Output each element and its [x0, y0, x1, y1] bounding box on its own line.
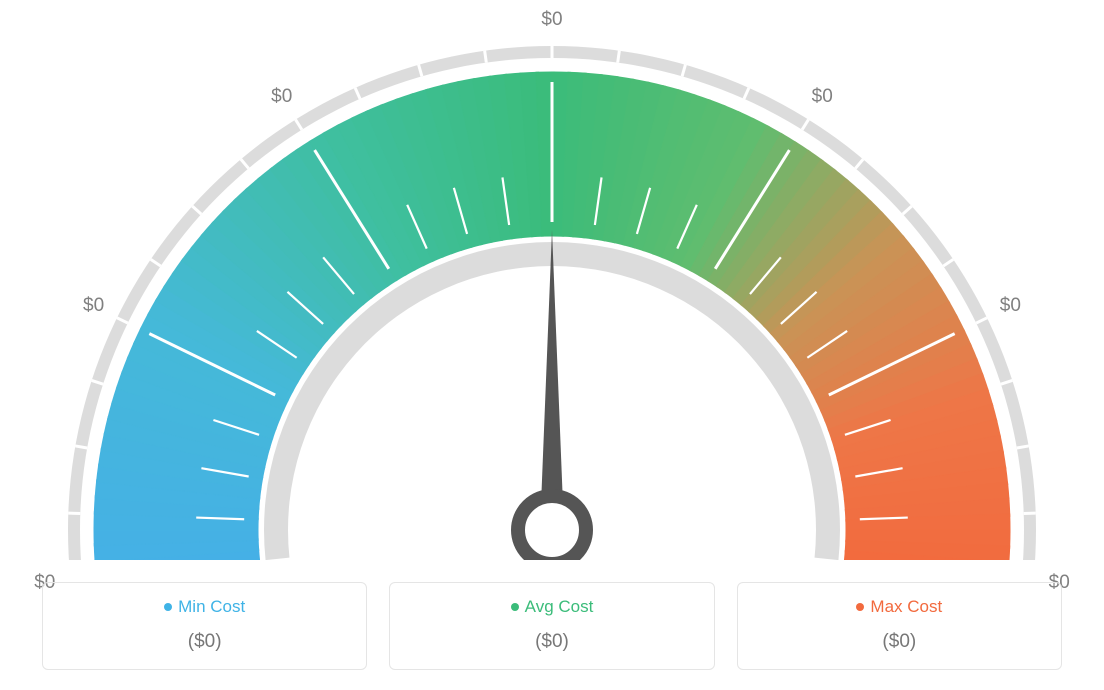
gauge-tick-label: $0 — [541, 9, 562, 31]
gauge-tick-label: $0 — [812, 86, 833, 108]
gauge-tick-label: $0 — [1000, 295, 1021, 317]
gauge-tick-label: $0 — [83, 295, 104, 317]
legend-row: Min Cost ($0) Avg Cost ($0) Max Cost ($0… — [42, 582, 1062, 670]
gauge-chart: $0$0$0$0$0$0$0 — [0, 0, 1104, 560]
legend-card-max: Max Cost ($0) — [737, 582, 1062, 670]
legend-label: Max Cost — [748, 597, 1051, 617]
legend-value: ($0) — [748, 631, 1051, 653]
legend-label-text: Avg Cost — [525, 597, 594, 616]
legend-card-avg: Avg Cost ($0) — [389, 582, 714, 670]
legend-label-text: Max Cost — [870, 597, 942, 616]
legend-value: ($0) — [400, 631, 703, 653]
legend-value: ($0) — [53, 631, 356, 653]
chart-container: $0$0$0$0$0$0$0 Min Cost ($0) Avg Cost ($… — [0, 0, 1104, 690]
legend-label: Avg Cost — [400, 597, 703, 617]
legend-dot-icon — [856, 603, 864, 611]
legend-card-min: Min Cost ($0) — [42, 582, 367, 670]
legend-label-text: Min Cost — [178, 597, 245, 616]
gauge-tick-label: $0 — [271, 86, 292, 108]
legend-dot-icon — [511, 603, 519, 611]
legend-dot-icon — [164, 603, 172, 611]
legend-label: Min Cost — [53, 597, 356, 617]
